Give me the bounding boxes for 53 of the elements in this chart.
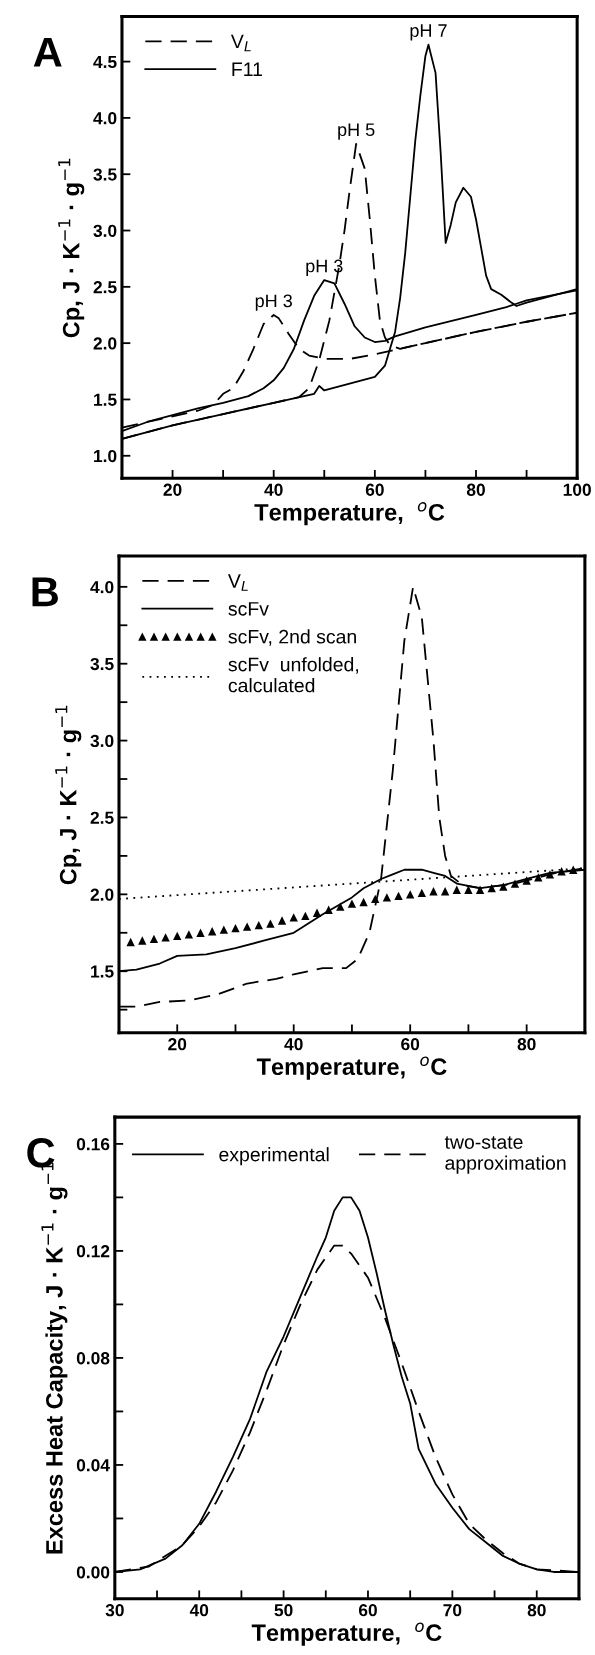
y-axis-title: Cp, J · K$^{−1}$ · g$^{−1}$	[58, 158, 85, 338]
y-tick-label: 3.0	[90, 734, 114, 748]
y-tick-label: 0.08	[76, 1352, 110, 1365]
chart-title: B	[32, 577, 58, 607]
x-tick-label: 40	[284, 1038, 303, 1051]
legend-label: scFv unfolded, calculated	[228, 657, 358, 693]
y-tick-label: 2.5	[93, 281, 117, 294]
y-tick-label: 0.16	[76, 1138, 110, 1151]
x-axis-title: Temperature, $^{o}$C	[254, 502, 445, 526]
y-tick-label: 1.5	[94, 393, 117, 406]
annotation: pH 5	[338, 123, 375, 140]
y-tick-label: 4.0	[93, 112, 117, 125]
legend-label: F11	[232, 62, 262, 76]
x-tick-label: 30	[105, 1604, 124, 1617]
legend-label: scFv	[228, 602, 269, 616]
legend-label: two-state approximation	[444, 1136, 566, 1174]
x-axis-title: Temperature, $^{o}$C	[251, 1622, 442, 1646]
y-tick-label: 3.5	[90, 657, 114, 671]
x-tick-label: 80	[527, 1604, 546, 1617]
y-axis-title: Cp, J · K$^{−1}$ · g$^{−1}$	[55, 705, 82, 885]
y-tick-label: 0.12	[76, 1245, 110, 1258]
annotation: pH 7	[410, 24, 447, 41]
chart-title: A	[33, 37, 62, 67]
annotation: pH 3	[255, 294, 292, 311]
x-tick-label: 80	[466, 483, 485, 496]
x-tick-label: 40	[264, 483, 283, 496]
y-tick-label: 0.04	[76, 1459, 110, 1472]
x-tick-label: 80	[517, 1038, 536, 1051]
y-tick-label: 1.0	[94, 449, 117, 463]
x-axis-title: Temperature, $^{o}$C	[256, 1056, 447, 1080]
y-tick-label: 2.0	[93, 337, 117, 350]
y-tick-label: 4.5	[93, 55, 117, 69]
legend-label: V$_{L}$	[227, 574, 248, 591]
x-tick-label: 50	[274, 1604, 293, 1617]
x-tick-label: 70	[443, 1604, 462, 1617]
y-tick-label: 2.0	[90, 888, 114, 901]
y-tick-label: 0.00	[76, 1566, 110, 1579]
x-tick-label: 60	[365, 483, 384, 496]
x-tick-label: 40	[189, 1604, 209, 1617]
y-tick-label: 2.5	[90, 811, 114, 824]
legend-label: V$_{L}$	[230, 34, 251, 52]
y-tick-label: 1.5	[91, 965, 114, 978]
annotation: pH 3	[306, 259, 343, 276]
x-tick-label: 20	[168, 1038, 187, 1051]
y-tick-label: 3.0	[93, 224, 117, 238]
x-tick-label: 20	[163, 483, 182, 496]
legend-label: scFv, 2nd scan	[228, 629, 356, 646]
y-tick-label: 4.0	[90, 581, 114, 594]
x-tick-label: 60	[358, 1604, 377, 1617]
y-tick-label: 3.5	[93, 168, 117, 181]
x-tick-label: 60	[401, 1038, 420, 1051]
x-tick-label: 100	[563, 483, 591, 496]
legend-label: experimental	[219, 1147, 329, 1166]
